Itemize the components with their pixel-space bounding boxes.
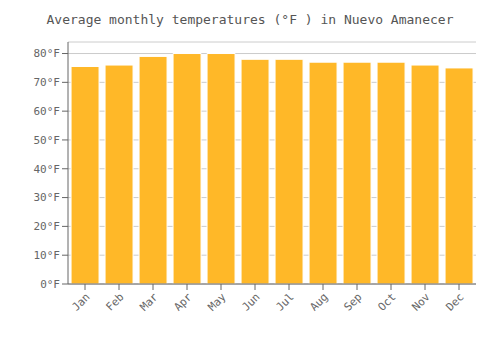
- svg-text:Mar: Mar: [137, 290, 161, 314]
- svg-text:Apr: Apr: [171, 290, 195, 314]
- svg-text:10°F: 10°F: [34, 249, 61, 262]
- svg-text:Nov: Nov: [409, 290, 433, 314]
- svg-text:60°F: 60°F: [34, 105, 61, 118]
- svg-text:80°F: 80°F: [34, 47, 61, 60]
- svg-text:May: May: [205, 290, 229, 314]
- svg-text:30°F: 30°F: [34, 191, 61, 204]
- svg-text:0°F: 0°F: [40, 278, 60, 291]
- svg-text:Jun: Jun: [239, 290, 262, 313]
- svg-text:70°F: 70°F: [34, 76, 61, 89]
- svg-text:40°F: 40°F: [34, 163, 61, 176]
- svg-text:Jul: Jul: [273, 290, 296, 313]
- svg-text:Feb: Feb: [103, 290, 126, 313]
- svg-text:50°F: 50°F: [34, 134, 61, 147]
- svg-text:Sep: Sep: [341, 290, 364, 313]
- svg-text:Aug: Aug: [307, 290, 330, 313]
- svg-text:Jan: Jan: [69, 290, 92, 313]
- svg-text:20°F: 20°F: [34, 220, 61, 233]
- svg-text:Dec: Dec: [443, 290, 466, 313]
- html-text:Average monthly temperatures (: Average monthly temperatures (°F ) in Nu…: [46, 12, 454, 27]
- svg-text:Oct: Oct: [375, 290, 398, 313]
